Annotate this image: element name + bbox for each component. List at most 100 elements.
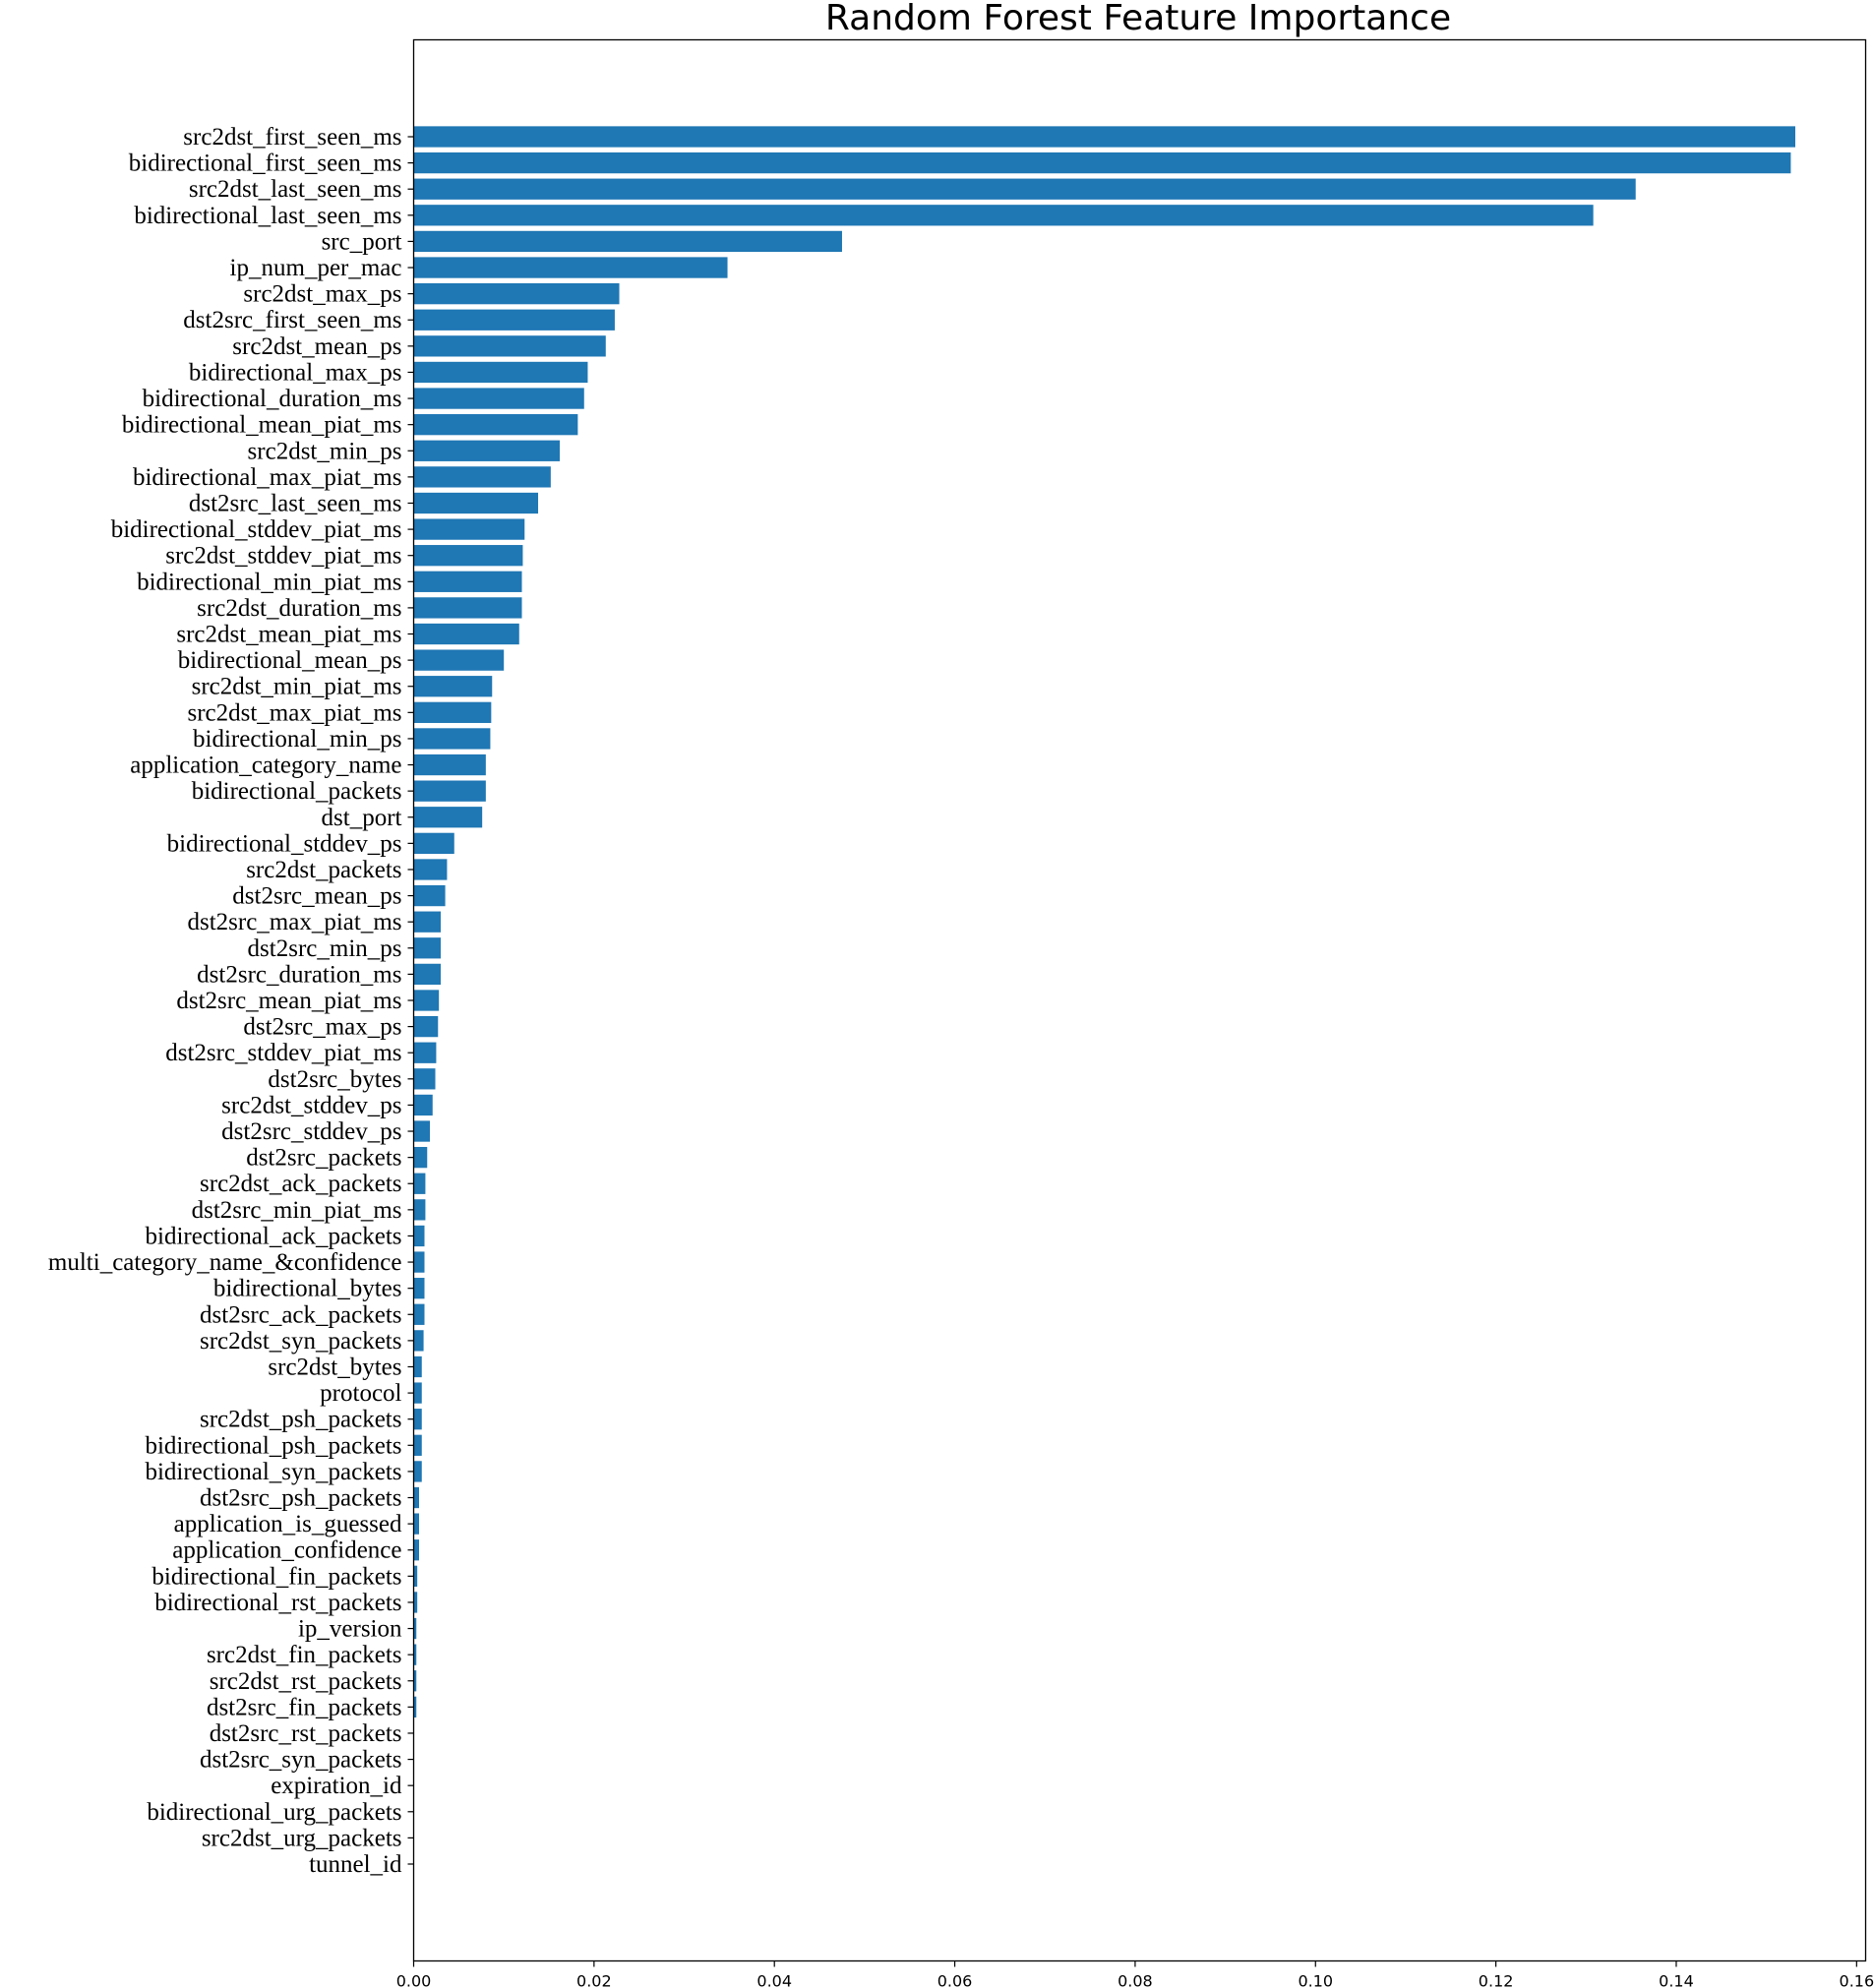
bar-bidirectional_min_ps xyxy=(413,728,491,750)
x-tick-label: 0.12 xyxy=(1479,1972,1514,1988)
y-tick-label: bidirectional_duration_ms xyxy=(143,386,402,412)
y-tick-label: application_confidence xyxy=(172,1537,401,1564)
y-tick-label: dst2src_last_seen_ms xyxy=(189,490,402,516)
bar-dst2src_max_piat_ms xyxy=(413,911,442,933)
y-tick-label: src2dst_mean_ps xyxy=(232,333,401,360)
y-tick-label: dst2src_rst_packets xyxy=(210,1720,402,1747)
x-tick-label: 0.10 xyxy=(1298,1972,1333,1988)
bar-src2dst_stddev_piat_ms xyxy=(413,545,523,567)
bar-dst2src_first_seen_ms xyxy=(413,309,615,331)
bar-src2dst_min_piat_ms xyxy=(413,676,493,697)
bar-application_is_guessed xyxy=(413,1513,420,1535)
bar-src2dst_duration_ms xyxy=(413,597,522,619)
y-tick-label: dst2src_duration_ms xyxy=(197,961,401,988)
y-tick-label: expiration_id xyxy=(271,1773,402,1799)
bar-bidirectional_psh_packets xyxy=(413,1434,422,1456)
x-tick-label: 0.14 xyxy=(1659,1972,1694,1988)
y-tick-label: dst2src_min_ps xyxy=(248,935,402,962)
bars-group xyxy=(413,126,1795,1718)
y-tick-label: bidirectional_packets xyxy=(192,778,402,805)
bar-src2dst_packets xyxy=(413,859,448,880)
y-tick-label: bidirectional_bytes xyxy=(213,1276,402,1302)
y-tick-label: src2dst_max_ps xyxy=(243,281,401,308)
bar-src2dst_max_piat_ms xyxy=(413,701,492,723)
bar-dst2src_mean_ps xyxy=(413,884,446,907)
y-tick-label: dst2src_stddev_piat_ms xyxy=(165,1040,401,1066)
y-tick-label: dst2src_syn_packets xyxy=(200,1747,402,1774)
y-tick-label: src2dst_mean_piat_ms xyxy=(176,622,401,648)
bar-src_port xyxy=(413,230,842,253)
y-tick-label: application_is_guessed xyxy=(174,1511,402,1537)
y-tick-label: src2dst_min_ps xyxy=(248,438,402,464)
bar-src2dst_mean_piat_ms xyxy=(413,623,519,645)
y-tick-label: src2dst_fin_packets xyxy=(207,1642,402,1668)
bar-dst2src_stddev_ps xyxy=(413,1120,431,1142)
bar-ip_version xyxy=(413,1617,417,1640)
bar-src2dst_first_seen_ms xyxy=(413,126,1795,148)
bar-bidirectional_first_seen_ms xyxy=(413,151,1791,174)
bar-bidirectional_last_seen_ms xyxy=(413,205,1594,226)
bar-src2dst_stddev_ps xyxy=(413,1094,433,1116)
bar-src2dst_min_ps xyxy=(413,440,561,461)
bar-src2dst_last_seen_ms xyxy=(413,178,1636,200)
y-tick-label: src2dst_packets xyxy=(246,857,401,883)
y-tick-label: tunnel_id xyxy=(309,1851,402,1878)
y-tick-label: bidirectional_mean_ps xyxy=(178,647,402,674)
bar-bidirectional_stddev_ps xyxy=(413,832,454,855)
y-tick-label: dst_port xyxy=(322,805,402,831)
bar-bidirectional_min_piat_ms xyxy=(413,571,522,592)
plot-frame xyxy=(412,38,1867,1962)
bar-dst2src_mean_piat_ms xyxy=(413,990,440,1011)
bar-src2dst_bytes xyxy=(413,1355,422,1378)
bar-dst2src_duration_ms xyxy=(413,963,442,986)
bar-bidirectional_rst_packets xyxy=(413,1592,418,1613)
y-tick-label: bidirectional_first_seen_ms xyxy=(129,151,402,177)
y-tick-label: dst2src_ack_packets xyxy=(200,1301,401,1328)
bar-application_category_name xyxy=(413,753,486,776)
y-tick-label: dst2src_mean_ps xyxy=(232,883,401,910)
bar-multi_category_name_&confidence xyxy=(413,1251,425,1273)
y-tick-label: protocol xyxy=(320,1380,401,1407)
y-axis: src2dst_first_seen_msbidirectional_first… xyxy=(48,124,414,1878)
bar-dst2src_ack_packets xyxy=(413,1303,425,1325)
y-tick-label: bidirectional_psh_packets xyxy=(145,1432,401,1459)
bar-dst2src_fin_packets xyxy=(413,1696,417,1718)
bar-src2dst_mean_ps xyxy=(413,335,606,357)
y-tick-label: dst2src_psh_packets xyxy=(200,1485,402,1512)
y-tick-label: bidirectional_ack_packets xyxy=(146,1223,402,1249)
y-tick-label: bidirectional_max_ps xyxy=(189,359,402,386)
bar-dst2src_max_ps xyxy=(413,1015,439,1038)
x-tick-label: 0.16 xyxy=(1840,1972,1874,1988)
bar-ip_num_per_mac xyxy=(413,257,728,278)
bar-bidirectional_mean_piat_ms xyxy=(413,414,578,436)
y-tick-label: dst2src_max_piat_ms xyxy=(187,909,401,935)
y-tick-label: src2dst_stddev_ps xyxy=(221,1092,401,1118)
y-tick-label: application_category_name xyxy=(130,753,401,779)
bar-bidirectional_fin_packets xyxy=(413,1565,418,1587)
bar-src2dst_psh_packets xyxy=(413,1409,422,1430)
x-tick-label: 0.04 xyxy=(756,1972,792,1988)
bar-application_confidence xyxy=(413,1539,420,1561)
y-tick-label: bidirectional_rst_packets xyxy=(154,1590,401,1616)
y-tick-label: bidirectional_fin_packets xyxy=(151,1563,401,1590)
y-tick-label: src2dst_ack_packets xyxy=(200,1171,401,1197)
y-tick-label: src2dst_rst_packets xyxy=(210,1668,402,1695)
y-tick-label: bidirectional_stddev_ps xyxy=(167,830,402,857)
chart-title: Random Forest Feature Importance xyxy=(825,0,1451,38)
bar-src2dst_max_ps xyxy=(413,282,620,305)
x-tick-label: 0.08 xyxy=(1118,1972,1153,1988)
y-tick-label: bidirectional_urg_packets xyxy=(147,1799,401,1826)
bar-bidirectional_bytes xyxy=(413,1278,425,1299)
bar-dst2src_stddev_piat_ms xyxy=(413,1042,437,1063)
bar-bidirectional_syn_packets xyxy=(413,1461,422,1482)
bar-dst2src_last_seen_ms xyxy=(413,492,539,514)
y-tick-label: src2dst_stddev_piat_ms xyxy=(165,543,401,570)
y-tick-label: ip_version xyxy=(298,1616,402,1643)
bar-bidirectional_max_ps xyxy=(413,361,588,384)
x-axis: 0.00 0.02 0.04 0.06 0.08 0.10 0.12 0.14 0.16 xyxy=(396,1960,1874,1988)
y-tick-label: src2dst_last_seen_ms xyxy=(189,176,402,203)
bar-src2dst_fin_packets xyxy=(413,1644,417,1665)
y-tick-label: dst2src_min_piat_ms xyxy=(192,1197,402,1224)
bar-dst2src_packets xyxy=(413,1146,428,1169)
